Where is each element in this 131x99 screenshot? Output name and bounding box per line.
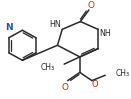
Text: O: O bbox=[87, 1, 94, 10]
Text: O: O bbox=[91, 80, 98, 89]
Text: NH: NH bbox=[99, 29, 111, 38]
Text: N: N bbox=[5, 23, 12, 32]
Text: O: O bbox=[62, 83, 69, 92]
Text: HN: HN bbox=[49, 20, 61, 29]
Text: CH₃: CH₃ bbox=[116, 69, 130, 78]
Text: CH₃: CH₃ bbox=[40, 63, 54, 72]
